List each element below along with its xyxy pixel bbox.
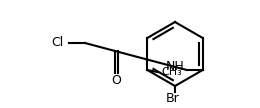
Text: NH: NH xyxy=(166,60,185,74)
Text: CH₃: CH₃ xyxy=(161,67,182,77)
Text: O: O xyxy=(111,75,121,87)
Text: Cl: Cl xyxy=(51,37,63,49)
Text: Br: Br xyxy=(166,91,180,105)
